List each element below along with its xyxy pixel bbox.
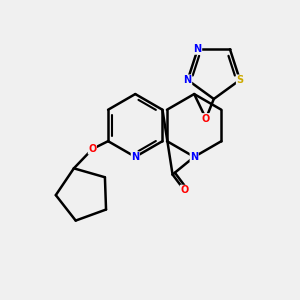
Text: S: S [236, 75, 244, 85]
Text: O: O [180, 185, 188, 195]
Text: O: O [202, 114, 210, 124]
Text: N: N [184, 75, 192, 85]
Text: O: O [88, 144, 97, 154]
Text: N: N [131, 152, 139, 162]
Text: N: N [190, 152, 198, 162]
Text: N: N [194, 44, 202, 54]
